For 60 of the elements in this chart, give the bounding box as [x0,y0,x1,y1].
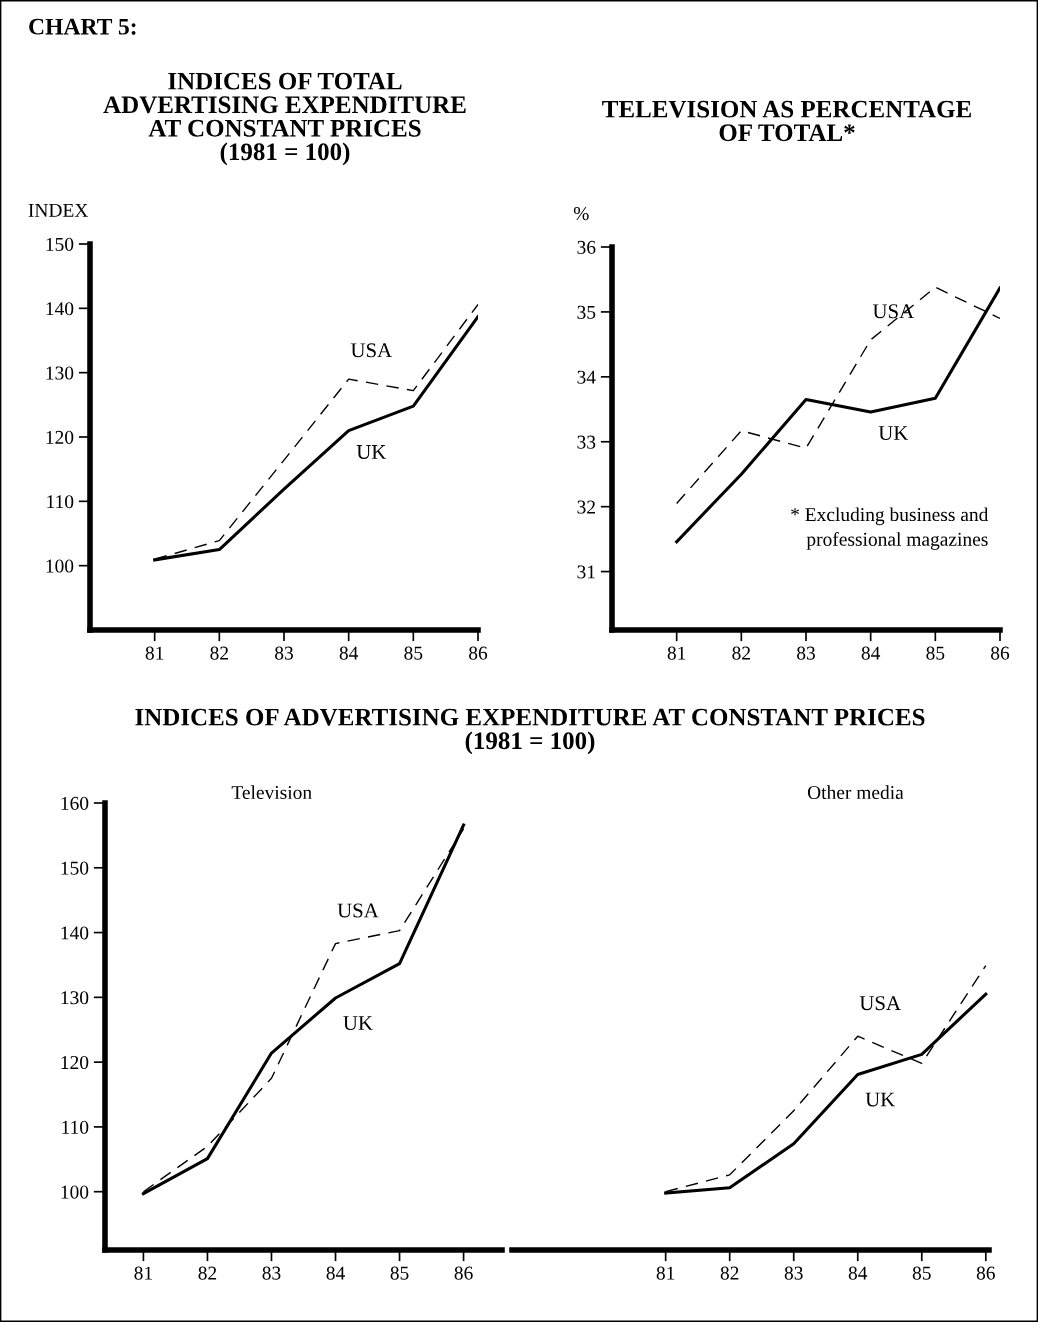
x-tick-label: 84 [861,646,881,660]
chart-title: INDICES OF ADVERTISING EXPENDITURE AT CONSTANT PRICES (1981 = 100) [135,708,925,755]
y-tick-label: 130 [46,366,74,380]
y-tick-label: 120 [46,430,74,444]
y-tick-label: 140 [61,926,89,940]
series-label: UK [865,1092,895,1107]
y-tick-label: 110 [62,1120,89,1134]
series-label: UK [343,1016,373,1031]
y-tick-label: 34 [577,370,596,384]
y-tick-label: 150 [46,237,74,251]
x-tick-label: 83 [784,1266,803,1280]
y-tick-label: 120 [61,1055,89,1070]
y-tick-label: 36 [577,240,596,254]
x-tick-label: 82 [198,1266,217,1280]
x-tick-label: 84 [848,1266,868,1280]
x-tick-label: 84 [339,646,359,660]
x-tick-label: 84 [326,1266,345,1280]
x-tick-label: 81 [145,646,164,660]
y-tick-label: 31 [577,565,595,579]
y-tick-label: 160 [61,796,89,810]
x-tick-label: 86 [991,646,1010,660]
x-tick-label: 83 [262,1266,281,1280]
series-label: USA [859,996,901,1011]
x-tick-label: 82 [720,1266,739,1280]
chart-subtitle: Television [231,785,312,800]
chart-title: TELEVISION AS PERCENTAGE OF TOTAL* [602,100,971,142]
x-tick-label: 81 [656,1266,675,1280]
caption: CHART 5: [29,18,136,35]
x-tick-label: 81 [134,1266,152,1280]
x-tick-label: 86 [469,646,488,660]
y-tick-label: 100 [61,1185,89,1199]
x-tick-label: 81 [667,646,686,660]
x-tick-label: 82 [732,646,750,660]
series-label: UK [356,445,387,459]
y-tick-label: 32 [577,500,595,514]
y-tick-label: 110 [47,495,74,509]
y-axis-title: % [573,206,589,221]
annotation: * Excluding business and professional magazines [791,507,989,550]
chart-subtitle: Other media [807,785,904,800]
x-tick-label: 83 [797,646,815,660]
y-tick-label: 35 [577,305,596,319]
x-tick-label: 85 [912,1266,931,1280]
x-tick-label: 85 [926,646,945,660]
series-label: USA [872,304,914,319]
y-tick-label: 150 [61,861,89,875]
x-tick-label: 82 [210,646,228,660]
x-tick-label: 83 [275,646,293,660]
y-tick-label: 140 [46,302,74,316]
x-tick-label: 85 [404,646,423,660]
y-tick-label: 33 [577,435,596,449]
y-tick-label: 100 [46,559,74,573]
y-tick-label: 130 [61,991,89,1005]
chart-title: INDICES OF TOTAL ADVERTISING EXPENDITURE AT CONSTANT PRICES (1981 = 100) [103,72,466,166]
series-label: USA [350,343,392,358]
x-tick-label: 86 [976,1266,995,1280]
series-label: USA [337,903,379,918]
x-tick-label: 85 [390,1266,409,1280]
y-axis-title: INDEX [28,203,89,217]
x-tick-label: 86 [454,1266,473,1280]
series-label: UK [878,426,909,441]
